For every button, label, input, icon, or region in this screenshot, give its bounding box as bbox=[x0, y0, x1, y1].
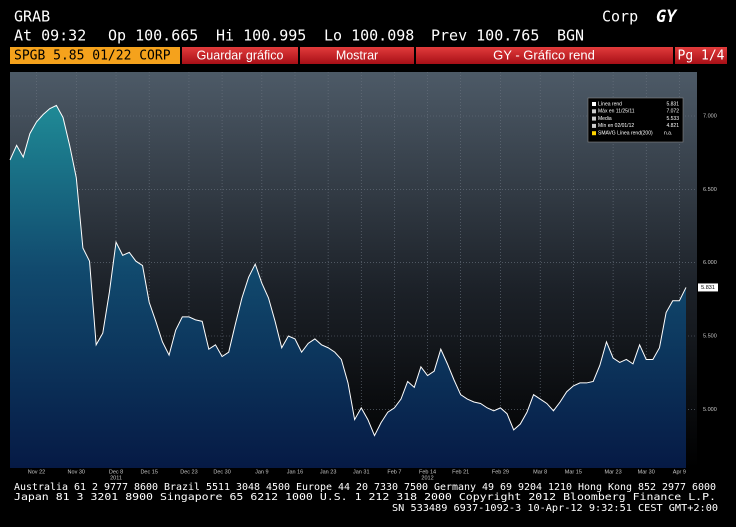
legend-box bbox=[587, 97, 684, 143]
x-tick-label: Feb 14 bbox=[419, 469, 436, 475]
y-tick-label: 6.500 bbox=[703, 187, 717, 193]
page-button[interactable] bbox=[675, 47, 727, 64]
y-tick-label: 5.000 bbox=[703, 407, 717, 413]
quote-field: BGN bbox=[557, 27, 584, 45]
quote-field: Prev 100.765 bbox=[431, 27, 539, 45]
year-label: 2012 bbox=[421, 475, 433, 481]
x-tick-label: Nov 22 bbox=[28, 469, 45, 475]
x-tick-label: Jan 31 bbox=[353, 469, 370, 475]
market: Corp bbox=[602, 8, 638, 26]
security-box[interactable] bbox=[10, 47, 180, 64]
last-value-marker bbox=[698, 283, 718, 292]
x-tick-label: Mar 8 bbox=[533, 469, 547, 475]
y-tick-label: 5.500 bbox=[703, 333, 717, 339]
last-value: 5.831 bbox=[701, 285, 715, 291]
button-label[interactable]: Guardar gráfico bbox=[197, 48, 284, 62]
legend-swatch bbox=[592, 116, 596, 121]
button-label[interactable]: Mostrar bbox=[336, 48, 378, 62]
x-tick-label: Feb 29 bbox=[492, 469, 509, 475]
x-tick-label: Apr 9 bbox=[673, 469, 686, 475]
quote-field: Op 100.665 bbox=[108, 27, 198, 45]
footer-line: Australia 61 2 9777 8600 Brazil 5511 304… bbox=[14, 482, 716, 493]
area bbox=[10, 105, 686, 468]
x-tick-label: Nov 30 bbox=[68, 469, 85, 475]
x-tick-label: Dec 23 bbox=[180, 469, 197, 475]
x-tick-label: Jan 16 bbox=[287, 469, 304, 475]
button-label[interactable]: GY - Gráfico rend bbox=[493, 47, 595, 62]
quote-field: Hi 100.995 bbox=[216, 27, 306, 45]
x-tick-label: Mar 30 bbox=[638, 469, 655, 475]
x-tick-label: Mar 15 bbox=[565, 469, 582, 475]
quote-field: At 09:32 bbox=[14, 27, 86, 45]
security[interactable]: SPGB 5.85 01/22 CORP bbox=[14, 49, 171, 64]
legend-swatch bbox=[592, 131, 596, 136]
ticker: GRAB bbox=[14, 8, 50, 26]
x-tick-label: Dec 15 bbox=[140, 469, 157, 475]
legend-value: 4.821 bbox=[666, 123, 679, 129]
legend-swatch bbox=[592, 102, 596, 106]
page-indicator[interactable]: Pg 1/4 bbox=[678, 49, 725, 64]
function: GY bbox=[656, 7, 678, 27]
legend-label: SMAVG Línea rend(200) bbox=[598, 131, 653, 137]
x-tick-label: Feb 7 bbox=[387, 469, 401, 475]
y-tick-label: 7.000 bbox=[703, 113, 717, 119]
legend-label: Línea rend bbox=[598, 101, 622, 107]
y-tick-label: 6.000 bbox=[703, 260, 717, 266]
x-tick-label: Jan 9 bbox=[255, 469, 268, 475]
legend-label: Mín en 02/01/12 bbox=[598, 123, 634, 129]
x-tick-label: Mar 23 bbox=[605, 469, 622, 475]
x-tick-label: Dec 30 bbox=[213, 469, 230, 475]
year-label: 2011 bbox=[110, 475, 122, 481]
line bbox=[9, 104, 687, 437]
legend-value: 7.072 bbox=[666, 109, 679, 115]
legend-value: 5.533 bbox=[666, 116, 679, 122]
legend-swatch bbox=[592, 123, 596, 128]
footer-line: SN 533489 6937-1092-3 10-Apr-12 9:32:51 … bbox=[392, 503, 718, 514]
x-tick-label: Dec 8 bbox=[109, 469, 123, 475]
x-tick-label: Feb 21 bbox=[452, 469, 469, 475]
footer-line: Japan 81 3 3201 8900 Singapore 65 6212 1… bbox=[14, 492, 716, 503]
x-tick-label: Jan 23 bbox=[320, 469, 337, 475]
legend-value: n.a. bbox=[664, 131, 672, 137]
quote-field: Lo 100.098 bbox=[324, 27, 414, 45]
button[interactable] bbox=[416, 47, 673, 64]
button[interactable] bbox=[300, 47, 414, 64]
legend-label: Máx en 11/25/11 bbox=[598, 109, 635, 115]
legend-value: 5.831 bbox=[666, 101, 679, 107]
legend-swatch bbox=[592, 109, 596, 114]
button[interactable] bbox=[182, 47, 298, 64]
legend-label: Media bbox=[598, 116, 612, 122]
